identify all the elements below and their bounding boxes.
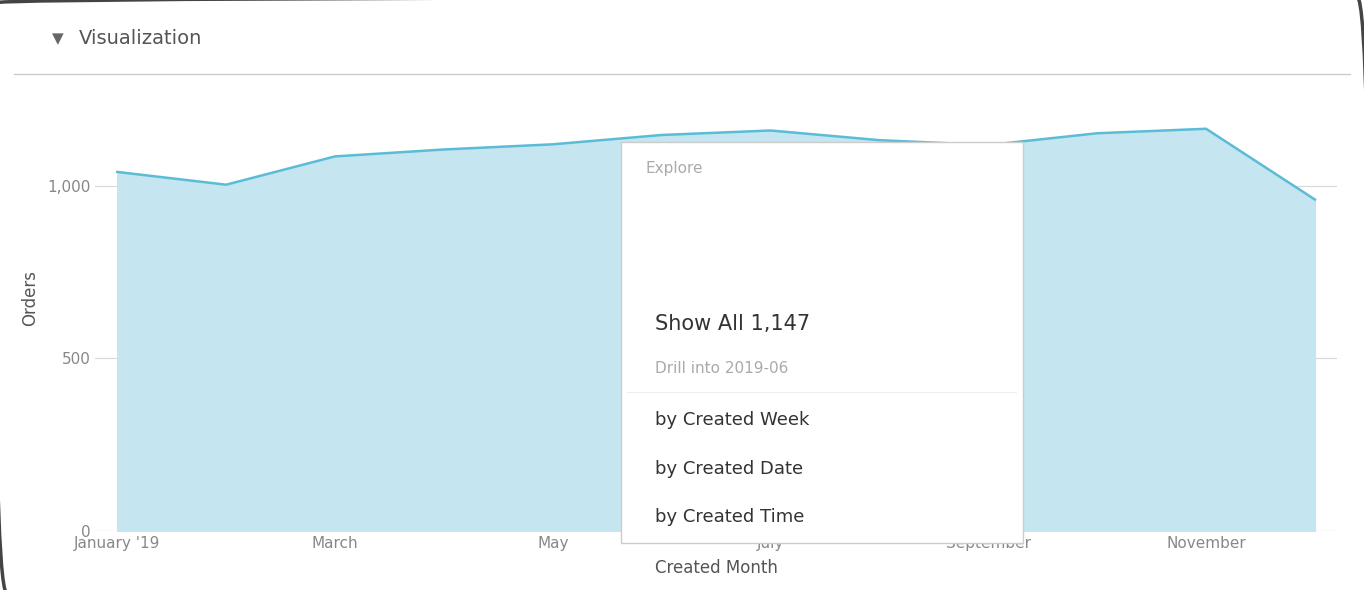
Text: by Created Date: by Created Date: [655, 460, 803, 477]
X-axis label: Created Month: Created Month: [655, 559, 777, 577]
Text: by Created Week: by Created Week: [655, 411, 809, 430]
Text: Drill into 2019-06: Drill into 2019-06: [655, 360, 788, 376]
Y-axis label: Orders: Orders: [20, 270, 40, 326]
Text: Visualization: Visualization: [79, 29, 202, 48]
Text: Explore: Explore: [645, 160, 702, 176]
Text: by Created Time: by Created Time: [655, 508, 805, 526]
Text: ▼: ▼: [52, 31, 64, 46]
Text: Show All 1,147: Show All 1,147: [655, 314, 810, 334]
